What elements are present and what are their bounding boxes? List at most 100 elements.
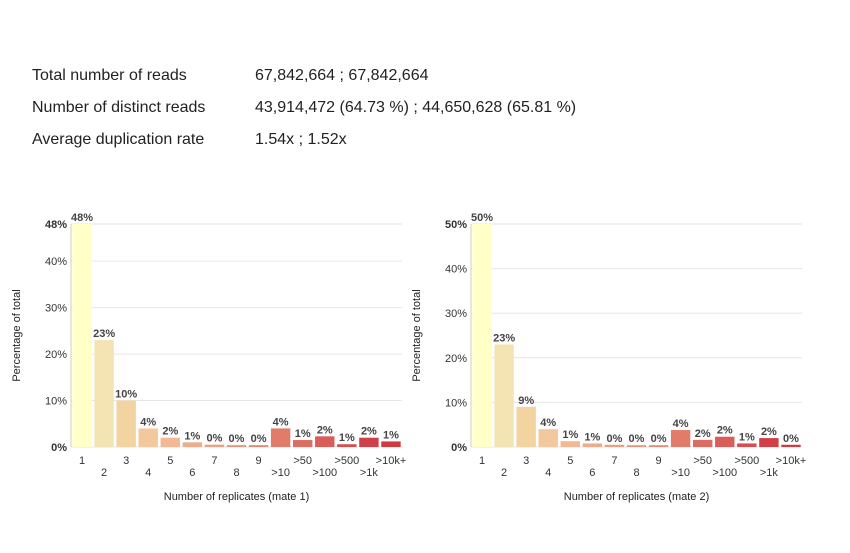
data-label: 1% [184,430,200,442]
x-tick-label: 5 [567,455,573,467]
bar [604,444,625,447]
stat-row-duplication-rate: Average duplication rate 1.54x ; 1.52x [32,124,576,156]
x-tick-label: >100 [712,467,737,479]
x-tick-label: >50 [693,455,712,467]
data-label: 23% [93,328,115,340]
bar [359,437,379,447]
x-tick-label: >10 [271,467,290,479]
x-tick-label: 1 [79,455,85,467]
y-tick-label: 50% [445,219,467,231]
bar [160,437,181,447]
x-tick-label: 2 [501,467,507,479]
bar [138,428,158,447]
bar [381,441,401,447]
data-label: 1% [383,429,399,441]
bar [648,445,669,447]
x-tick-label: >500 [334,455,359,467]
data-label: 4% [273,416,289,428]
x-axis-title: Number of replicates (mate 2) [564,491,710,503]
x-tick-label: 9 [256,455,262,467]
x-tick-label: 3 [123,455,129,467]
data-label: 48% [71,212,93,224]
x-axis-title: Number of replicates (mate 1) [164,491,310,503]
bar [315,436,335,447]
bar [292,440,313,447]
bar [94,340,114,447]
y-tick-label: 30% [45,303,67,315]
y-axis-title: Percentage of total [11,289,23,381]
bar [516,406,536,447]
x-tick-label: 5 [167,455,173,467]
data-label: 2% [695,428,711,440]
x-tick-label: 7 [211,455,217,467]
stat-value: 1.54x ; 1.52x [255,131,347,148]
bar-chart-mate-1: 0% 10% 20% 30% 40% 48% 48% 1 23% 2 10% 3 4% 4 2% 5 1% 6 0%… [11,212,407,503]
bar [538,429,558,447]
bar [759,438,779,447]
y-tick-label: 20% [45,349,67,361]
bar [72,224,92,447]
data-label: 10% [115,389,137,401]
data-label: 2% [162,426,178,438]
bar [670,430,691,447]
bar [248,445,269,447]
stat-label: Total number of reads [32,67,187,84]
stat-label: Average duplication rate [32,131,205,148]
x-tick-label: >10k+ [776,455,807,467]
bar [337,444,357,447]
data-label: 2% [761,426,777,438]
data-label: 1% [295,428,311,440]
bar [560,441,581,447]
y-tick-label: 20% [445,353,467,365]
data-label: 0% [629,433,645,445]
x-tick-label: 9 [656,455,662,467]
data-label: 1% [562,429,578,441]
y-tick-label: 0% [51,442,67,454]
bar [737,443,757,447]
y-tick-label: 40% [45,256,67,268]
bar [494,344,514,447]
bar [472,224,492,447]
bar [226,445,247,447]
data-label: 1% [584,431,600,443]
x-tick-label: >10 [671,467,690,479]
x-tick-label: 6 [589,467,595,479]
stat-row-total-reads: Total number of reads 67,842,664 ; 67,84… [32,60,576,92]
stat-value: 43,914,472 (64.73 %) ; 44,650,628 (65.81… [255,99,577,116]
data-label: 2% [317,424,333,436]
y-tick-label: 48% [45,219,67,231]
y-axis-title: Percentage of total [411,289,423,381]
bar [204,444,225,447]
x-tick-label: >50 [293,455,312,467]
stat-row-distinct-reads: Number of distinct reads 43,914,472 (64.… [32,92,576,124]
bar [715,436,735,447]
data-label: 4% [673,418,689,430]
x-tick-label: 8 [233,467,239,479]
data-label: 0% [783,433,799,445]
y-tick-label: 10% [445,397,467,409]
data-label: 1% [739,431,755,443]
bar [116,400,136,447]
data-label: 0% [606,433,622,445]
x-tick-label: >10k+ [376,455,407,467]
data-label: 0% [651,433,667,445]
x-tick-label: 2 [101,467,107,479]
stat-value: 67,842,664 ; 67,842,664 [255,67,429,84]
y-tick-label: 30% [445,308,467,320]
data-label: 0% [251,433,267,445]
x-tick-label: 1 [479,455,485,467]
data-label: 4% [540,417,556,429]
data-label: 1% [339,432,355,444]
data-label: 0% [229,433,245,445]
x-tick-label: 6 [189,467,195,479]
read-stats: Total number of reads 67,842,664 ; 67,84… [32,60,576,156]
x-tick-label: 4 [145,467,151,479]
x-tick-label: 4 [545,467,551,479]
bar [626,445,647,447]
stat-label: Number of distinct reads [32,99,206,116]
bar [182,442,203,447]
x-tick-label: 3 [523,455,529,467]
x-tick-label: 7 [611,455,617,467]
y-tick-label: 0% [451,442,467,454]
x-tick-label: 8 [633,467,639,479]
